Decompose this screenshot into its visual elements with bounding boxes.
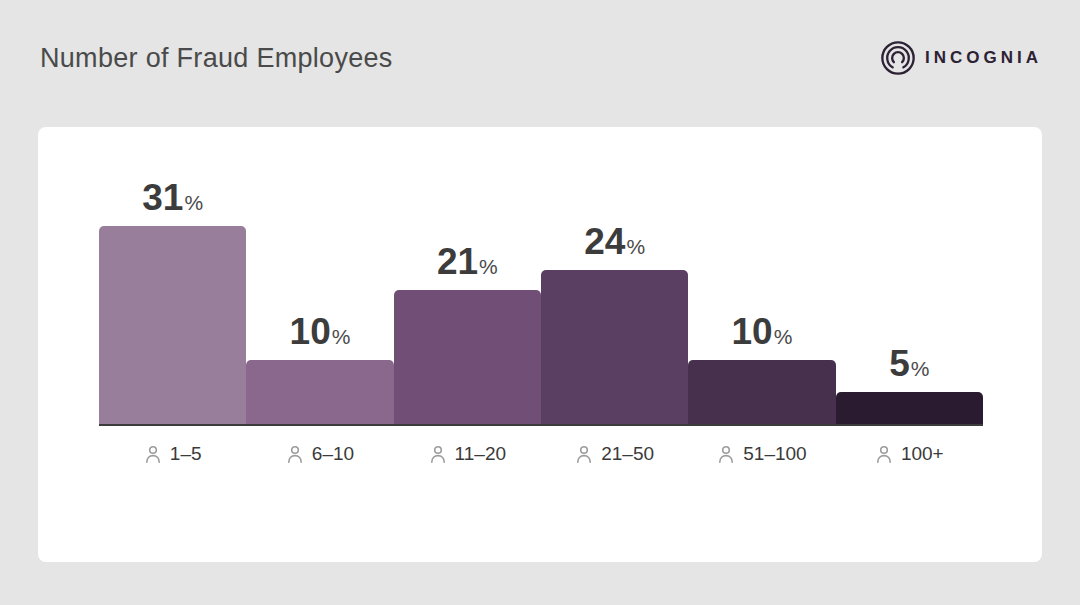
person-icon: [286, 445, 304, 464]
bar: [99, 226, 246, 424]
category-text: 100+: [901, 443, 944, 465]
bar-value-label: 24%: [541, 223, 688, 260]
bars-row: 31%10%21%24%10%5%: [99, 226, 983, 424]
category-axis: 1–5 6–10 11–20 21–50 51–100 100+: [99, 443, 983, 465]
bar-chart: 31%10%21%24%10%5%: [99, 127, 983, 426]
incognia-rings-icon: [880, 40, 916, 76]
x-axis-baseline: [99, 424, 983, 426]
bar: [541, 270, 688, 424]
category-text: 1–5: [170, 443, 202, 465]
bar-column: 24%: [541, 270, 688, 424]
bar-column: 5%: [836, 392, 983, 424]
bar-value-unit: %: [911, 357, 930, 380]
bar-value-label: 21%: [394, 243, 541, 280]
bar-column: 31%: [99, 226, 246, 424]
category-label: 6–10: [246, 443, 393, 465]
bar-value-number: 10: [732, 311, 773, 352]
bar-column: 10%: [246, 360, 393, 424]
bar-value-unit: %: [626, 235, 645, 258]
bar: [246, 360, 393, 424]
bar-value-unit: %: [332, 325, 351, 348]
category-text: 11–20: [455, 443, 506, 465]
brand-name: INCOGNIA: [925, 48, 1042, 68]
bar-value-number: 31: [142, 177, 183, 218]
bar-value-label: 31%: [99, 179, 246, 216]
bar-value-number: 21: [437, 241, 478, 282]
person-icon: [875, 445, 893, 464]
category-label: 21–50: [541, 443, 688, 465]
category-label: 100+: [836, 443, 983, 465]
brand-logo: INCOGNIA: [880, 40, 1042, 76]
category-text: 6–10: [312, 443, 354, 465]
person-icon: [144, 445, 162, 464]
bar-value-label: 10%: [688, 313, 835, 350]
bar: [688, 360, 835, 424]
header: Number of Fraud Employees INCOGNIA: [40, 0, 1042, 116]
person-icon: [575, 445, 593, 464]
bar-value-number: 5: [889, 343, 910, 384]
bar-value-label: 10%: [246, 313, 393, 350]
category-text: 51–100: [743, 443, 806, 465]
bar-column: 10%: [688, 360, 835, 424]
category-label: 51–100: [688, 443, 835, 465]
category-text: 21–50: [601, 443, 654, 465]
bar-value-unit: %: [184, 191, 203, 214]
bar: [836, 392, 983, 424]
page-title: Number of Fraud Employees: [40, 43, 393, 74]
bar-value-unit: %: [774, 325, 793, 348]
category-label: 11–20: [394, 443, 541, 465]
person-icon: [429, 445, 447, 464]
chart-card: 31%10%21%24%10%5% 1–56–1011–2021–5051–10…: [38, 127, 1042, 562]
bar-value-unit: %: [479, 255, 498, 278]
category-label: 1–5: [99, 443, 246, 465]
bar-value-number: 24: [584, 221, 625, 262]
person-icon: [717, 445, 735, 464]
bar-value-number: 10: [290, 311, 331, 352]
bar: [394, 290, 541, 424]
bar-column: 21%: [394, 290, 541, 424]
bar-value-label: 5%: [836, 345, 983, 382]
